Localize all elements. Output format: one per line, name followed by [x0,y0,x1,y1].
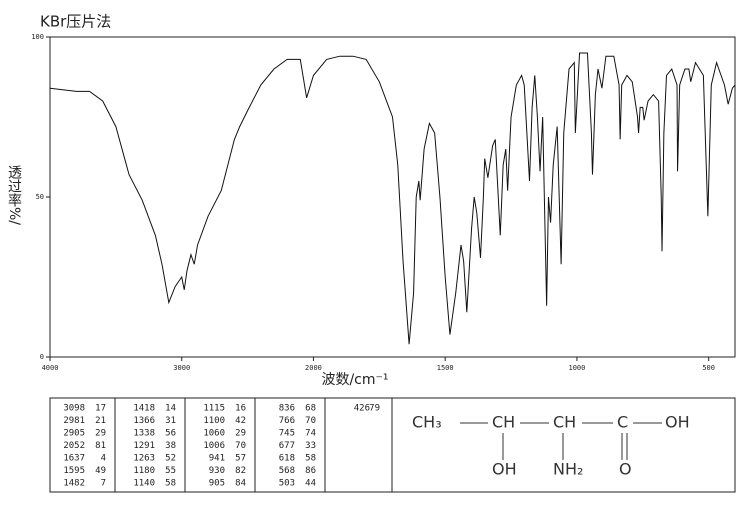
peak-transmittance: 58 [165,479,176,489]
peak-wavenumber: 1006 [203,441,225,451]
peak-transmittance: 70 [305,416,316,426]
peak-wavenumber: 1482 [63,479,85,489]
peak-wavenumber: 2905 [63,429,85,439]
peak-transmittance: 21 [95,416,106,426]
peak-transmittance: 57 [235,454,246,464]
peak-wavenumber: 503 [279,479,295,489]
peak-wavenumber: 618 [279,454,295,464]
peak-wavenumber: 568 [279,466,295,476]
peak-wavenumber: 677 [279,441,295,451]
peak-transmittance: 38 [165,441,176,451]
group: OH [665,413,690,432]
peak-transmittance: 16 [235,404,246,414]
chart-title: KBr压片法 [40,13,111,31]
peak-wavenumber: 1140 [133,479,155,489]
substituent: NH₂ [553,460,583,479]
peak-wavenumber: 930 [209,466,225,476]
x-tick-label: 500 [702,364,715,372]
peak-transmittance: 33 [305,441,316,451]
table-dividers [114,398,393,492]
peak-transmittance: 86 [305,466,316,476]
peak-transmittance: 70 [235,441,246,451]
peak-wavenumber: 941 [209,454,225,464]
peak-transmittance: 84 [235,479,246,489]
peak-transmittance: 79 [369,404,380,414]
peak-wavenumber: 1180 [133,466,155,476]
structure: CH₃ CH CH C OH OH NH₂ O [412,413,690,479]
peak-wavenumber: 1366 [133,416,155,426]
x-tick-label: 2000 [305,364,322,372]
peak-wavenumber: 3098 [63,404,85,414]
peak-transmittance: 44 [305,479,316,489]
x-tick-label: 4000 [42,364,59,372]
peak-transmittance: 4 [101,454,106,464]
y-tick-label: 50 [36,193,44,201]
peak-wavenumber: 1100 [203,416,225,426]
group: CH₃ [412,413,442,432]
peak-wavenumber: 766 [279,416,295,426]
peak-wavenumber: 745 [279,429,295,439]
peak-wavenumber: 1418 [133,404,155,414]
peak-wavenumber: 1595 [63,466,85,476]
x-tick-label: 3000 [173,364,190,372]
peak-wavenumber: 1263 [133,454,155,464]
peak-transmittance: 31 [165,416,176,426]
substituent: OH [492,460,517,479]
peak-wavenumber: 1060 [203,429,225,439]
x-tick-label: 1000 [568,364,585,372]
peak-transmittance: 14 [165,404,176,414]
x-axis-label: 波数/cm⁻¹ [321,372,388,388]
peak-transmittance: 74 [305,429,316,439]
peak-transmittance: 82 [235,466,246,476]
peak-transmittance: 58 [305,454,316,464]
peak-transmittance: 29 [235,429,246,439]
substituent: O [619,460,632,479]
x-tick-label: 1500 [437,364,454,372]
peak-transmittance: 68 [305,404,316,414]
peak-wavenumber: 426 [354,404,370,414]
peak-wavenumber: 1338 [133,429,155,439]
peak-transmittance: 52 [165,454,176,464]
spectrum-line [49,52,736,345]
group: CH [553,413,576,432]
peak-wavenumber: 1291 [133,441,155,451]
group: C [617,413,628,432]
y-tick-label: 0 [40,353,44,361]
peak-wavenumber: 836 [279,404,295,414]
y-axis-label: 透过率%/ [6,165,22,225]
peak-wavenumber: 2981 [63,416,85,426]
peak-transmittance: 56 [165,429,176,439]
peak-wavenumber: 2052 [63,441,85,451]
peak-transmittance: 17 [95,404,106,414]
peak-wavenumber: 1115 [203,404,225,414]
peak-transmittance: 55 [165,466,176,476]
peak-transmittance: 49 [95,466,106,476]
peak-wavenumber: 905 [209,479,225,489]
peak-transmittance: 7 [101,479,106,489]
peak-transmittance: 81 [95,441,106,451]
group: CH [492,413,515,432]
peak-wavenumber: 1637 [63,454,85,464]
y-tick-label: 100 [31,33,44,41]
peak-transmittance: 29 [95,429,106,439]
peak-transmittance: 42 [235,416,246,426]
